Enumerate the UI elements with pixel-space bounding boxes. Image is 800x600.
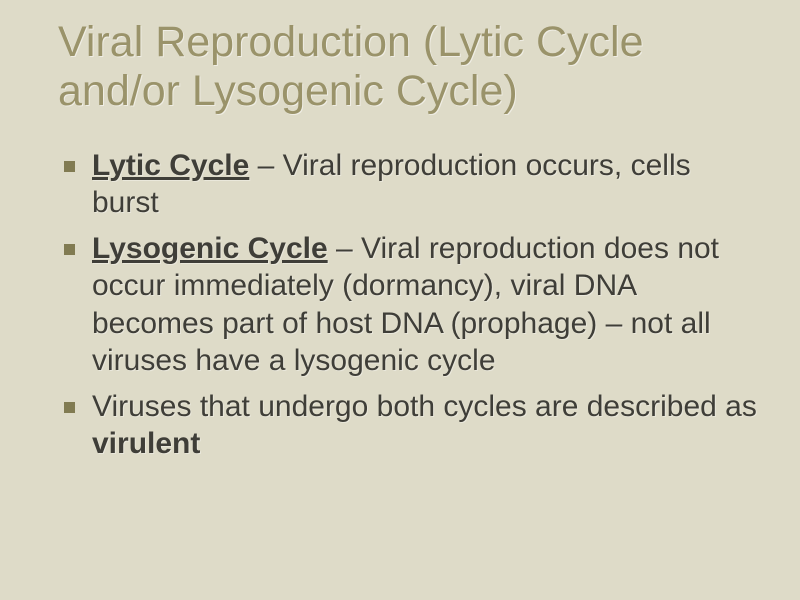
emph-virulent: virulent <box>92 427 200 460</box>
list-item: Lytic Cycle – Viral reproduction occurs,… <box>58 147 760 222</box>
term-lysogenic: Lysogenic Cycle <box>92 232 328 265</box>
list-item: Viruses that undergo both cycles are des… <box>58 388 760 463</box>
list-item: Lysogenic Cycle – Viral reproduction doe… <box>58 230 760 380</box>
term-lytic: Lytic Cycle <box>92 149 249 182</box>
bullet-list: Lytic Cycle – Viral reproduction occurs,… <box>58 147 760 463</box>
slide-body: Lytic Cycle – Viral reproduction occurs,… <box>58 147 760 463</box>
slide-title: Viral Reproduction (Lytic Cycle and/or L… <box>58 18 760 117</box>
slide: Viral Reproduction (Lytic Cycle and/or L… <box>0 0 800 600</box>
body-text: Viruses that undergo both cycles are des… <box>92 390 757 423</box>
